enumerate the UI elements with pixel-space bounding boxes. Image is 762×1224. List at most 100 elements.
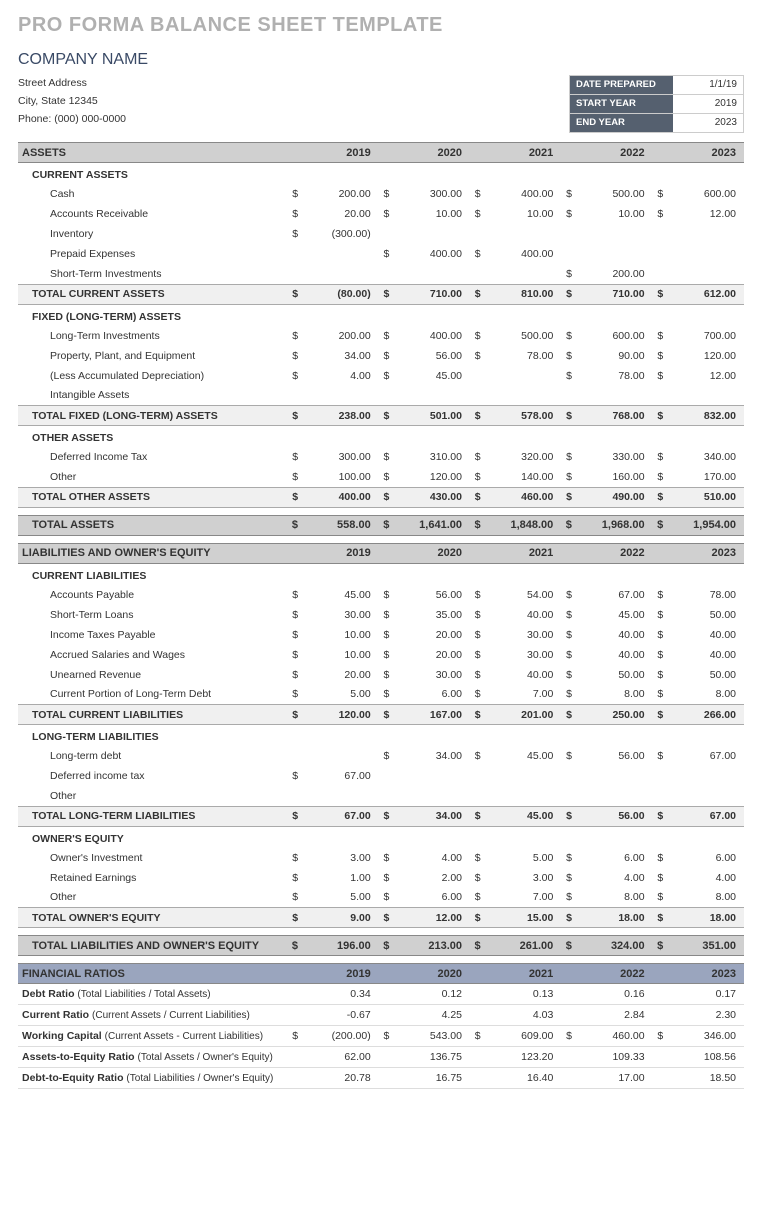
currency-symbol: $ xyxy=(561,848,576,868)
currency-symbol xyxy=(653,264,668,284)
amount: 8.00 xyxy=(667,888,744,908)
currency-symbol: $ xyxy=(287,467,302,487)
currency-symbol xyxy=(379,1005,394,1026)
amount: 100.00 xyxy=(302,467,379,487)
amount: 1,848.00 xyxy=(485,515,562,535)
amount xyxy=(576,224,653,244)
amount: 54.00 xyxy=(485,585,562,605)
street: Street Address xyxy=(18,75,126,93)
currency-symbol xyxy=(470,366,485,386)
currency-symbol: $ xyxy=(470,868,485,888)
currency-symbol xyxy=(653,766,668,786)
amount: 0.16 xyxy=(576,984,653,1005)
currency-symbol: $ xyxy=(653,1026,668,1047)
amount xyxy=(667,224,744,244)
currency-symbol: $ xyxy=(561,264,576,284)
currency-symbol: $ xyxy=(561,868,576,888)
currency-symbol: $ xyxy=(470,888,485,908)
meta-label: DATE PREPARED xyxy=(570,76,673,94)
amount: 200.00 xyxy=(302,184,379,204)
amount: 1.00 xyxy=(302,868,379,888)
amount: 10.00 xyxy=(576,204,653,224)
amount: 18.00 xyxy=(576,908,653,928)
amount xyxy=(667,386,744,406)
amount: 20.00 xyxy=(393,625,470,645)
amount: 501.00 xyxy=(393,406,470,426)
currency-symbol: $ xyxy=(561,605,576,625)
amount xyxy=(302,244,379,264)
currency-symbol xyxy=(653,984,668,1005)
currency-symbol xyxy=(470,984,485,1005)
amount: 10.00 xyxy=(302,625,379,645)
amount: 160.00 xyxy=(576,467,653,487)
amount: 20.78 xyxy=(302,1068,379,1089)
currency-symbol: $ xyxy=(561,284,576,304)
currency-symbol xyxy=(379,766,394,786)
amount: 120.00 xyxy=(302,705,379,725)
currency-symbol: $ xyxy=(653,326,668,346)
currency-symbol xyxy=(561,244,576,264)
currency-symbol: $ xyxy=(287,346,302,366)
currency-symbol: $ xyxy=(470,284,485,304)
currency-symbol: $ xyxy=(470,746,485,766)
amount: 2.00 xyxy=(393,868,470,888)
subsection-header: FIXED (LONG-TERM) ASSETS xyxy=(18,304,744,326)
section-header: LIABILITIES AND OWNER'S EQUITY2019202020… xyxy=(18,543,744,563)
currency-symbol: $ xyxy=(561,1026,576,1047)
amount xyxy=(393,264,470,284)
currency-symbol xyxy=(653,386,668,406)
amount: 167.00 xyxy=(393,705,470,725)
currency-symbol: $ xyxy=(470,406,485,426)
year-header: 2019 xyxy=(302,543,379,563)
currency-symbol: $ xyxy=(561,184,576,204)
currency-symbol xyxy=(287,1068,302,1089)
amount: 700.00 xyxy=(667,326,744,346)
year-dollar xyxy=(470,964,485,984)
amount: 78.00 xyxy=(576,366,653,386)
subtotal-row: TOTAL OWNER'S EQUITY$9.00$12.00$15.00$18… xyxy=(18,908,744,928)
amount: 0.12 xyxy=(393,984,470,1005)
amount xyxy=(576,386,653,406)
amount: 490.00 xyxy=(576,487,653,507)
amount: 609.00 xyxy=(485,1026,562,1047)
currency-symbol: $ xyxy=(470,515,485,535)
amount: 10.00 xyxy=(302,645,379,665)
currency-symbol: $ xyxy=(287,224,302,244)
amount: 5.00 xyxy=(302,685,379,705)
amount: 500.00 xyxy=(576,184,653,204)
currency-symbol: $ xyxy=(379,888,394,908)
currency-symbol: $ xyxy=(561,705,576,725)
year-dollar xyxy=(653,964,668,984)
year-dollar xyxy=(653,143,668,163)
currency-symbol: $ xyxy=(287,447,302,467)
meta-label: START YEAR xyxy=(570,95,673,113)
subsection-header: LONG-TERM LIABILITIES xyxy=(18,725,744,747)
currency-symbol: $ xyxy=(561,204,576,224)
currency-symbol xyxy=(379,1068,394,1089)
line-item: Retained Earnings$1.00$2.00$3.00$4.00$4.… xyxy=(18,868,744,888)
year-dollar xyxy=(287,964,302,984)
amount xyxy=(302,264,379,284)
amount: 45.00 xyxy=(302,585,379,605)
phone: Phone: (000) 000-0000 xyxy=(18,111,126,129)
line-item: Deferred Income Tax$300.00$310.00$320.00… xyxy=(18,447,744,467)
ratio-row: Current Ratio (Current Assets / Current … xyxy=(18,1005,744,1026)
meta-label: END YEAR xyxy=(570,114,673,132)
currency-symbol: $ xyxy=(561,645,576,665)
year-dollar xyxy=(287,543,302,563)
year-header: 2020 xyxy=(393,143,470,163)
amount: (200.00) xyxy=(302,1026,379,1047)
currency-symbol: $ xyxy=(653,467,668,487)
currency-symbol xyxy=(470,766,485,786)
currency-symbol: $ xyxy=(287,705,302,725)
currency-symbol: $ xyxy=(561,326,576,346)
currency-symbol xyxy=(470,786,485,806)
currency-symbol: $ xyxy=(470,665,485,685)
year-dollar xyxy=(470,143,485,163)
amount: 8.00 xyxy=(576,888,653,908)
amount xyxy=(667,786,744,806)
currency-symbol: $ xyxy=(379,447,394,467)
amount: 120.00 xyxy=(667,346,744,366)
year-header: 2023 xyxy=(667,964,744,984)
amount: 324.00 xyxy=(576,936,653,956)
